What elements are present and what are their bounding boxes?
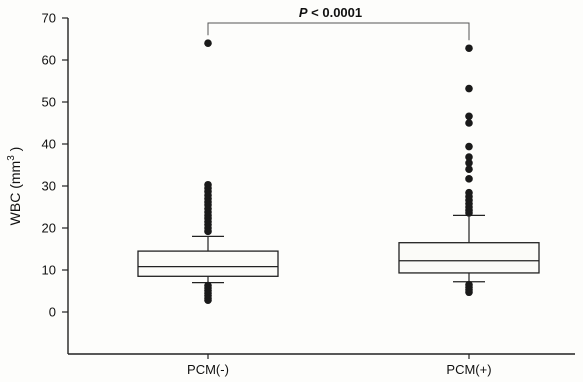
y-tick-label: 10 [42,263,56,278]
y-axis-title-close: ) [7,147,23,156]
outlier-point [465,153,473,161]
axes-group [67,18,575,355]
x-ticks-group: PCM(-) PCM(+) [187,354,492,377]
outlier-point [204,39,212,47]
y-axis-title-superscript: 3 [6,155,17,161]
y-tick-label: 30 [42,179,56,194]
outlier-point [465,119,473,127]
significance-annotation: P < 0.0001 [207,5,470,41]
y-tick-label: 40 [42,137,56,152]
outlier-point [465,159,473,167]
significance-p-symbol: P [299,5,308,20]
outlier-point [204,296,212,305]
significance-bracket [207,22,470,41]
outlier-point [465,209,473,217]
y-tick-label: 0 [49,305,56,320]
y-ticks-group: 0 10 20 30 40 50 60 70 [42,11,68,320]
iqr-box [137,250,279,277]
iqr-box [398,242,540,274]
y-axis-title-main: WBC (mm [7,161,23,226]
y-tick-label: 60 [42,53,56,68]
box-group [398,44,540,297]
boxes-group [137,39,540,305]
significance-p-value: < 0.0001 [308,5,363,20]
outlier-point [465,165,473,173]
box-group [137,39,279,305]
y-axis-title: WBC (mm3 ) [6,147,23,226]
significance-label: P < 0.0001 [299,5,362,20]
outlier-point [465,142,473,151]
outlier-point [204,227,212,236]
y-tick-label: 20 [42,221,56,236]
outlier-point [465,175,473,183]
outlier-point [465,288,473,297]
y-tick-label: 50 [42,95,56,110]
outlier-point [465,84,473,93]
x-tick-label: PCM(+) [446,362,491,377]
x-tick-label: PCM(-) [187,362,229,377]
outlier-point [465,112,473,121]
outlier-point [465,44,473,53]
y-tick-label: 70 [42,11,56,26]
